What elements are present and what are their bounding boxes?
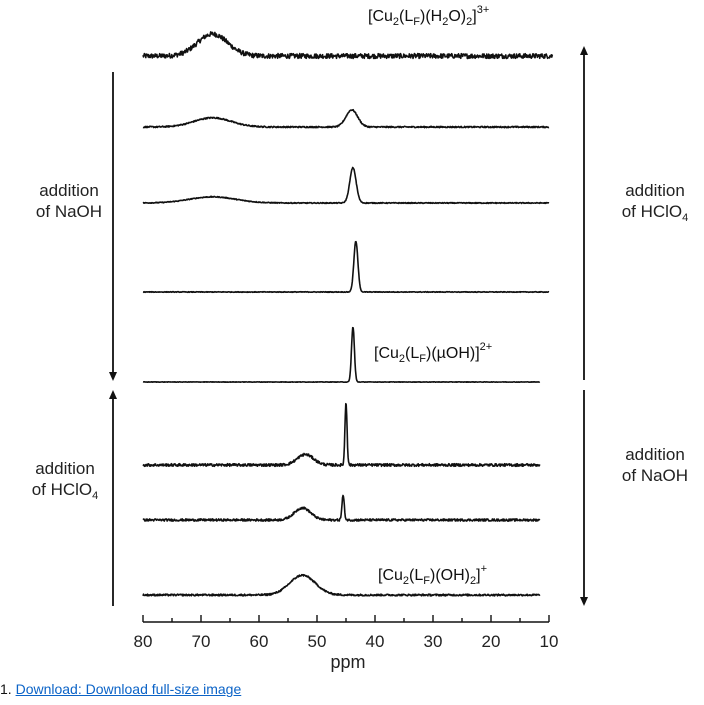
label-right-bottom: addition of NaOH <box>621 445 689 485</box>
x-tick-label: 70 <box>192 632 211 651</box>
nmr-figure: 80 70 60 50 40 30 20 10 ppm <box>109 31 588 672</box>
x-tick-label: 10 <box>540 632 559 651</box>
download-link[interactable]: Download: Download full-size image <box>15 681 242 697</box>
arrows <box>109 46 588 606</box>
spectrum-trace-2 <box>142 108 550 129</box>
x-tick-label: 60 <box>250 632 269 651</box>
spectra-stack <box>142 31 554 597</box>
x-tick-label: 40 <box>366 632 385 651</box>
arrow-left-down-head <box>109 372 117 381</box>
footer: 1. Download: Download full-size image <box>0 681 241 697</box>
spectrum-trace-6 <box>142 402 541 468</box>
footer-number: 1. <box>0 681 12 697</box>
x-axis: 80 70 60 50 40 30 20 10 ppm <box>134 615 559 672</box>
arrow-left-up-head <box>109 390 117 399</box>
species-label-hydroxo-bridged: [Cu2(LF)(µOH)]2+ <box>374 341 493 365</box>
spectrum-trace-4 <box>142 240 550 294</box>
spectrum-trace-7 <box>142 494 541 522</box>
spectrum-trace-5 <box>142 326 541 383</box>
spectrum-trace-8 <box>142 573 541 597</box>
x-axis-label: ppm <box>330 652 365 672</box>
spectrum-trace-3 <box>142 166 550 205</box>
x-tick-label: 20 <box>482 632 501 651</box>
species-label-dihydroxo: [Cu2(LF)(OH)2]+ <box>378 563 487 587</box>
x-tick-label: 50 <box>308 632 327 651</box>
label-left-bottom: addition of HClO4 <box>31 459 99 502</box>
label-right-top: addition of HClO4 <box>621 181 689 224</box>
label-left-top: addition of NaOH <box>35 181 103 221</box>
arrow-right-down-head <box>580 597 588 606</box>
species-label-aqua: [Cu2(LF)(H2O)2]3+ <box>368 4 490 28</box>
x-tick-label: 30 <box>424 632 443 651</box>
x-tick-label: 80 <box>134 632 153 651</box>
arrow-right-up-head <box>580 46 588 55</box>
spectrum-trace-1 <box>142 31 554 60</box>
